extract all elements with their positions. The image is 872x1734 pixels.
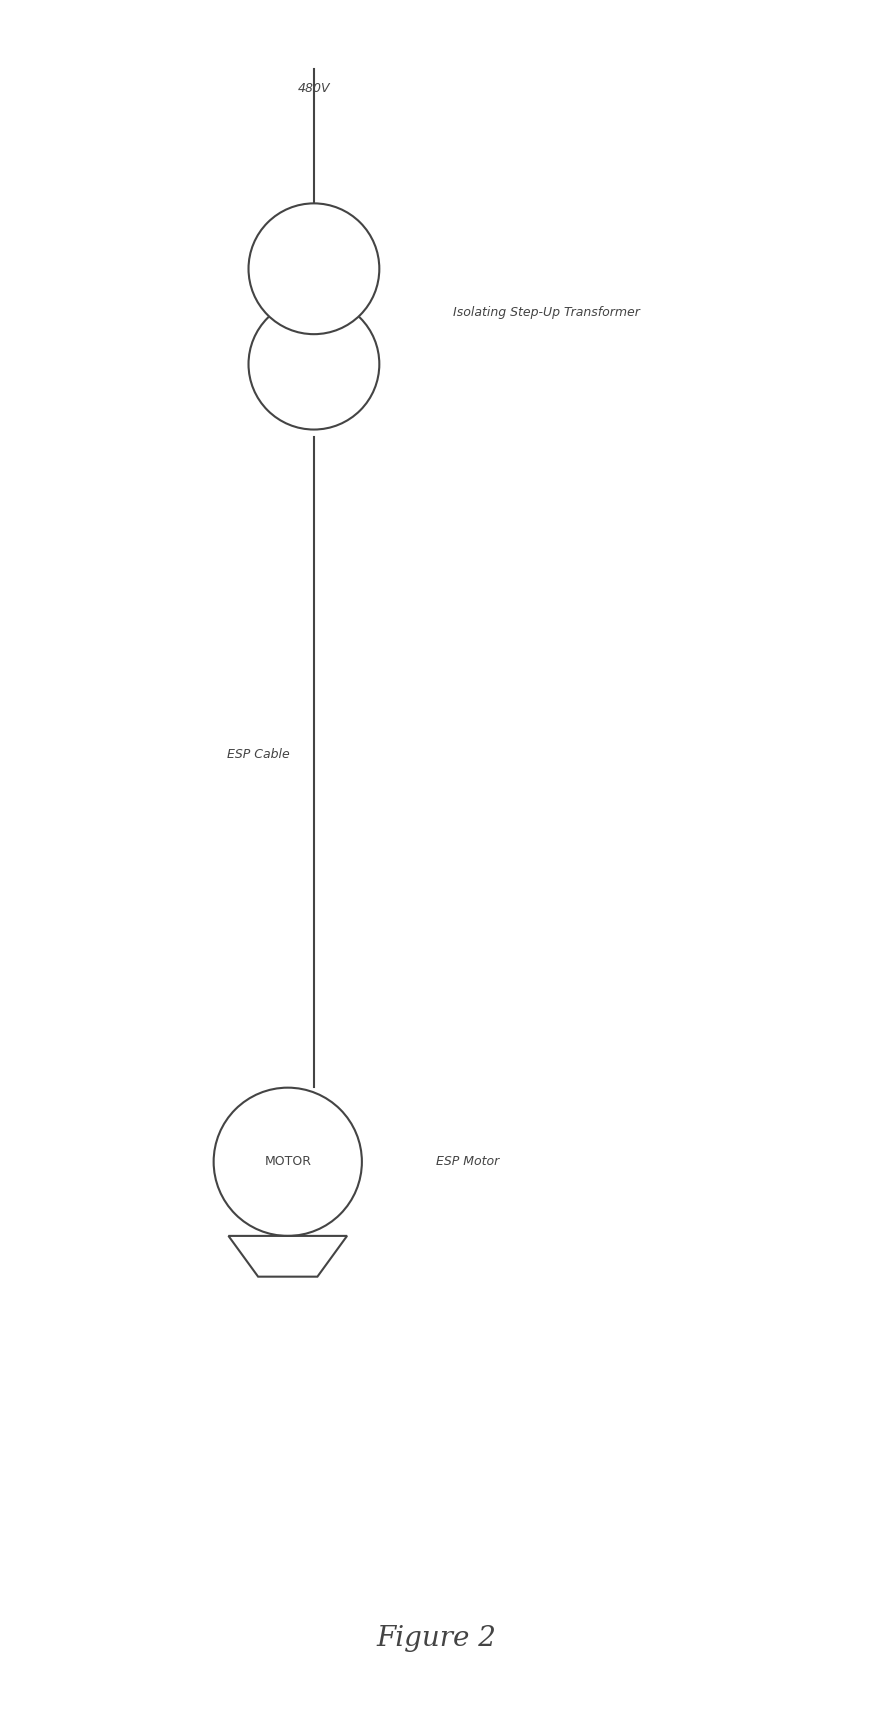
Text: MOTOR: MOTOR <box>264 1155 311 1169</box>
Ellipse shape <box>249 203 379 335</box>
Text: ESP Motor: ESP Motor <box>436 1155 500 1169</box>
Text: Figure 2: Figure 2 <box>376 1625 496 1653</box>
Text: ESP Cable: ESP Cable <box>227 747 290 761</box>
Ellipse shape <box>214 1087 362 1236</box>
Text: 480V: 480V <box>297 83 330 95</box>
Ellipse shape <box>249 298 379 430</box>
Text: Isolating Step-Up Transformer: Isolating Step-Up Transformer <box>453 305 640 319</box>
